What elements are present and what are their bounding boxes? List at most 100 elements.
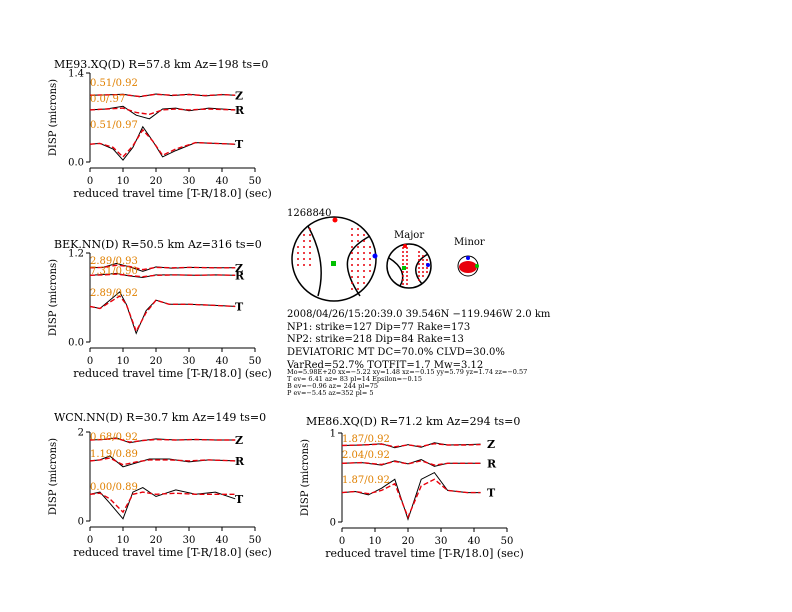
polarity-dot [369,252,371,254]
major-plane-2 [415,253,429,285]
major-null-marker [402,266,406,270]
polarity-dot [418,271,420,273]
x-tick-label: 30 [435,536,448,547]
polarity-dot [357,270,359,272]
major-t-marker [426,263,430,267]
x-tick-label: 10 [117,356,130,367]
deviatoric-line: DEVIATORIC MT DC=70.0% CLVD=30.0% [287,347,505,358]
fit-label: 0.51/0.92 [90,78,138,89]
polarity-dot [418,259,420,261]
x-tick-label: 0 [87,176,93,187]
beachball-major [386,243,432,289]
polarity-dot [406,275,408,277]
x-axis-label: reduced travel time [T-R/18.0] (sec) [73,367,272,380]
x-tick-label: 10 [117,535,130,546]
polarity-dot [309,246,311,248]
polarity-dot [309,240,311,242]
polarity-dot [351,258,353,260]
polarity-dot [363,270,365,272]
t-axis-line: T ev= 6.41 az= 83 pl=14 Epsilon=−0.15 [287,375,422,383]
fit-label: 2.89/0.93 [90,256,138,267]
x-tick-label: 30 [183,176,196,187]
polarity-dot [309,252,311,254]
polarity-dot [422,259,424,261]
polarity-dot [357,282,359,284]
observed-trace-t [341,471,481,521]
polarity-dot [369,246,371,248]
x-tick-label: 20 [402,536,415,547]
polarity-dot [363,276,365,278]
fit-label: 1.19/0.89 [90,449,138,460]
x-axis-label: reduced travel time [T-R/18.0] (sec) [325,547,524,560]
polarity-dot [309,264,311,266]
polarity-dot [418,251,420,253]
polarity-dot [369,258,371,260]
component-label: Z [487,438,495,451]
polarity-dot [303,252,305,254]
polarity-dot [363,258,365,260]
y-axis-label: DISP (microns) [300,439,311,516]
polarity-dot [351,288,353,290]
polarity-dot [363,246,365,248]
x-tick-label: 10 [117,176,130,187]
p-axis-line: P ev=−5.45 az=352 pl= 5 [287,389,374,397]
polarity-dot [357,264,359,266]
polarity-dot [369,264,371,266]
synthetic-trace-z [341,442,481,448]
polarity-dot [357,276,359,278]
polarity-dot [297,246,299,248]
panel-title: ME93.XQ(D) R=57.8 km Az=198 ts=0 [54,58,268,71]
y-axis-label: DISP (microns) [48,259,59,336]
observed-trace-t [89,125,236,161]
polarity-dot [406,279,408,281]
polarity-dot [351,282,353,284]
polarity-dot [369,270,371,272]
waveform-panel-bek: BEK.NN(D) R=50.5 km Az=316 ts=0 0.0 1.2 0 10… [48,238,272,380]
x-tick-label: 20 [150,356,163,367]
y-axis-label: DISP (microns) [48,79,59,156]
np1-line: NP1: strike=127 Dip=77 Rake=173 [287,322,470,333]
polarity-dot [351,240,353,242]
polarity-dot [422,271,424,273]
polarity-dot [418,279,420,281]
polarity-dot [402,255,404,257]
synthetic-trace-r [89,273,236,278]
component-label: Z [235,434,243,447]
tensor-line: Mo=5.98E+20 xx=−5.22 xy=1.48 xz=−0.15 yy… [287,368,527,376]
x-tick-label: 30 [183,535,196,546]
polarity-dot [402,283,404,285]
x-tick-label: 40 [216,356,229,367]
polarity-dot [418,275,420,277]
synthetic-trace-r [341,460,481,466]
polarity-dot [406,247,408,249]
fit-label: 7.31/0.90 [90,266,138,277]
polarity-dot [418,267,420,269]
fit-label: 2.04/0.92 [342,450,390,461]
polarity-dot [357,252,359,254]
synthetic-trace-t [89,295,236,334]
np2-line: NP2: strike=218 Dip=84 Rake=13 [287,334,464,345]
polarity-dot [363,264,365,266]
polarity-dot [363,240,365,242]
observed-trace-t [89,487,236,520]
polarity-dot [297,264,299,266]
panel-title: WCN.NN(D) R=30.7 km Az=149 ts=0 [54,411,266,424]
polarity-dot [406,283,408,285]
minor-t-marker [466,256,470,260]
fit-label: 0.51/0.97 [90,120,138,131]
panel-title: ME86.XQ(D) R=71.2 km Az=294 ts=0 [306,415,520,428]
synthetic-trace-t [89,491,236,514]
polarity-dot [297,258,299,260]
polarity-dot [357,234,359,236]
component-label: R [235,269,245,282]
nodal-plane-1 [307,225,322,297]
polarity-dot [363,234,365,236]
x-tick-label: 40 [216,176,229,187]
polarity-dot [357,228,359,230]
polarity-dot [357,288,359,290]
polarity-dot [402,271,404,273]
polarity-dot [426,267,428,269]
component-label: Z [235,89,243,102]
